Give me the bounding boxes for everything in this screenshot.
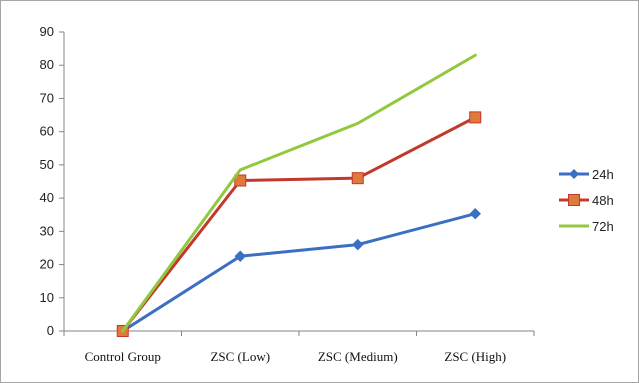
series-24h: [117, 208, 481, 337]
x-tick-label: ZSC (Medium): [318, 349, 398, 364]
y-tick-label: 50: [40, 157, 54, 172]
series-lines: [116, 53, 482, 337]
legend-label: 24h: [592, 167, 614, 182]
y-tick-label: 40: [40, 190, 54, 205]
tick-labels: 0 10 20 30 40 50 60 70 80 90 Control Group ZSC (Low…: [40, 24, 507, 364]
axes: [59, 31, 535, 336]
legend-item-48h: 48h: [559, 193, 614, 208]
data-point: [234, 174, 247, 187]
x-tick-label: Control Group: [85, 349, 161, 364]
x-tick-label: ZSC (High): [444, 349, 506, 364]
data-point: [351, 172, 364, 185]
y-tick-label: 90: [40, 24, 54, 39]
series-72h: [121, 53, 477, 333]
legend-marker: [568, 194, 580, 206]
y-tick-label: 20: [40, 257, 54, 272]
y-tick-label: 80: [40, 57, 54, 72]
data-point: [352, 238, 364, 251]
series-line: [121, 212, 477, 333]
data-point: [234, 250, 246, 262]
legend-item-24h: 24h: [559, 167, 614, 182]
legend: 24h 48h 72h: [559, 167, 614, 234]
series-line: [121, 115, 477, 333]
legend-item-72h: 72h: [559, 219, 614, 234]
series-line: [121, 53, 477, 333]
y-tick-label: 70: [40, 90, 54, 105]
x-tick-label: ZSC (Low): [210, 349, 270, 364]
y-tick-label: 10: [40, 290, 54, 305]
legend-label: 48h: [592, 193, 614, 208]
y-tick-label: 60: [40, 124, 54, 139]
y-tick-label: 0: [47, 323, 54, 338]
data-point: [469, 208, 481, 220]
legend-marker: [569, 169, 579, 179]
legend-label: 72h: [592, 219, 614, 234]
y-tick-label: 30: [40, 223, 54, 238]
data-point: [469, 111, 482, 124]
